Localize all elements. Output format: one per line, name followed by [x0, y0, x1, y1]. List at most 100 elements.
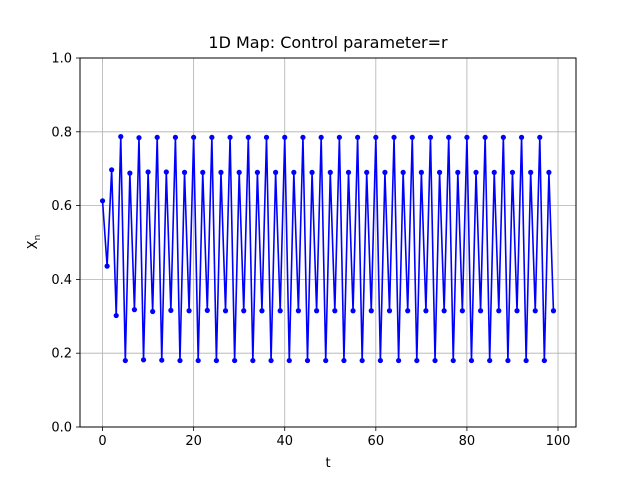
data-point: [259, 308, 265, 314]
data-point: [405, 308, 411, 314]
x-tick-label: 60: [368, 434, 385, 449]
data-point: [496, 308, 502, 314]
data-point: [113, 312, 119, 319]
data-point: [131, 307, 138, 313]
data-point: [373, 134, 379, 140]
data-point: [500, 134, 506, 140]
data-series: [99, 134, 557, 364]
data-point: [509, 169, 516, 175]
data-point: [286, 357, 292, 364]
data-point: [150, 308, 156, 315]
data-point: [423, 308, 429, 314]
data-point: [546, 169, 552, 175]
data-point: [314, 308, 320, 314]
data-point: [550, 308, 557, 314]
data-point: [263, 134, 270, 140]
data-point: [99, 198, 106, 204]
data-point: [222, 308, 229, 314]
data-point: [218, 169, 224, 175]
series-line: [101, 135, 555, 362]
data-point: [213, 357, 220, 364]
data-point: [505, 357, 511, 364]
data-point: [145, 169, 151, 175]
data-point: [195, 357, 201, 364]
data-point: [209, 134, 215, 140]
data-point: [541, 357, 547, 364]
data-point: [436, 169, 443, 175]
data-point: [268, 357, 274, 364]
data-point: [455, 169, 461, 175]
data-point: [368, 308, 374, 314]
data-point: [464, 134, 470, 140]
x-tick-label: 80: [459, 434, 476, 449]
data-point: [109, 167, 115, 173]
data-point: [537, 134, 543, 140]
y-tick-label: 0.6: [51, 199, 72, 214]
data-point: [250, 357, 256, 364]
data-point: [273, 169, 279, 175]
data-point: [345, 169, 352, 175]
data-point: [323, 357, 329, 364]
data-point: [414, 357, 420, 364]
y-tick-label: 0.0: [51, 421, 72, 436]
data-point: [377, 357, 383, 364]
data-point: [427, 134, 434, 140]
data-point: [400, 169, 406, 175]
y-tick-label: 0.2: [51, 347, 72, 362]
data-point: [245, 134, 251, 140]
data-point: [409, 134, 415, 140]
data-point: [186, 308, 192, 314]
data-point: [391, 134, 397, 140]
data-point: [523, 357, 529, 364]
data-point: [518, 134, 525, 140]
data-point: [318, 134, 324, 140]
data-point: [122, 357, 128, 364]
data-point: [277, 308, 283, 314]
data-point: [446, 134, 452, 140]
data-point: [282, 134, 288, 140]
data-point: [468, 357, 475, 364]
data-point: [386, 308, 393, 314]
x-tick-label: 0: [98, 434, 106, 449]
data-point: [177, 357, 183, 364]
data-point: [364, 169, 370, 175]
y-axis-label-main: X: [26, 240, 41, 249]
data-point: [477, 308, 484, 314]
data-point: [118, 134, 124, 140]
data-point: [291, 169, 297, 175]
data-point: [227, 134, 233, 140]
data-point: [418, 169, 424, 175]
data-point: [204, 307, 210, 313]
x-tick-label: 40: [276, 434, 293, 449]
data-point: [491, 169, 497, 175]
y-tick-label: 0.8: [51, 125, 72, 140]
data-point: [236, 169, 242, 175]
data-point: [104, 263, 110, 269]
data-point: [232, 357, 238, 364]
data-point: [450, 357, 456, 364]
data-point: [200, 169, 206, 175]
data-point: [300, 134, 306, 140]
data-point: [355, 134, 361, 140]
data-point: [136, 135, 142, 141]
data-point: [140, 357, 147, 363]
data-point: [532, 308, 538, 314]
y-tick-label: 0.4: [51, 273, 72, 288]
data-point: [359, 357, 365, 364]
data-point: [514, 308, 520, 314]
data-point: [304, 357, 311, 364]
data-point: [528, 169, 534, 175]
data-point: [127, 170, 133, 176]
data-point: [350, 308, 356, 314]
data-point: [482, 134, 488, 140]
data-point: [154, 134, 160, 140]
data-point: [181, 169, 188, 175]
chart-title: 1D Map: Control parameter=r: [208, 33, 448, 52]
data-point: [459, 308, 465, 314]
data-point: [327, 169, 333, 175]
data-point: [168, 307, 174, 313]
x-tick-label: 100: [546, 434, 571, 449]
data-point: [191, 134, 197, 140]
